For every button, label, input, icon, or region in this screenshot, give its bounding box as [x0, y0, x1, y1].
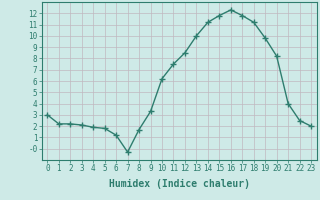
X-axis label: Humidex (Indice chaleur): Humidex (Indice chaleur) [109, 179, 250, 189]
